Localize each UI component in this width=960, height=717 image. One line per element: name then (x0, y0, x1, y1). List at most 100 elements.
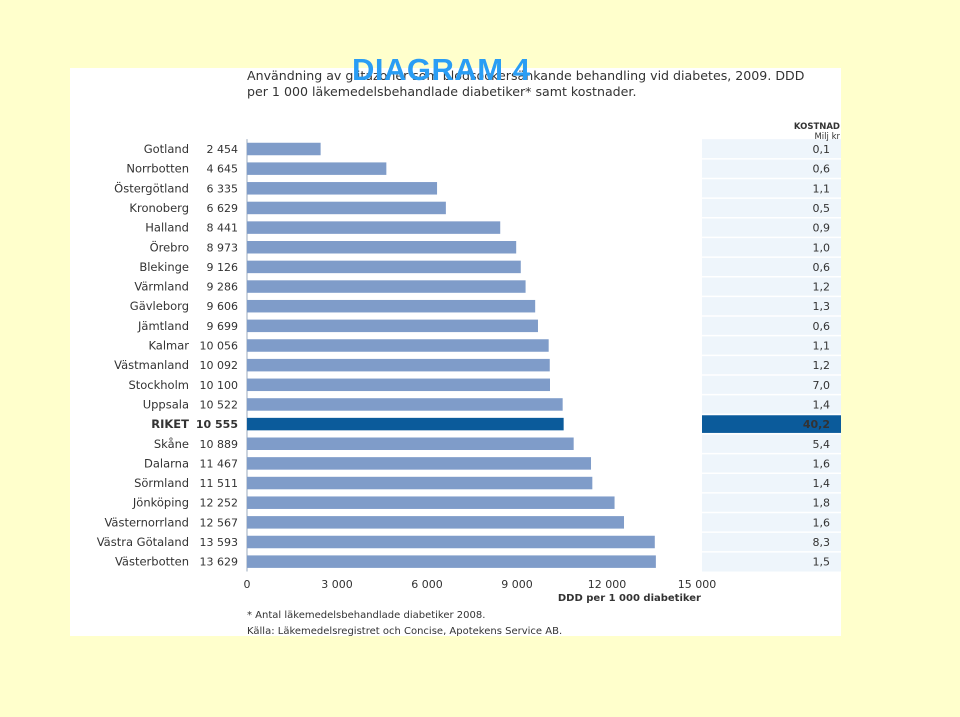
value-label: 10 889 (200, 438, 239, 451)
category-label: Kalmar (148, 339, 189, 353)
bar (247, 241, 517, 254)
bar (247, 535, 655, 549)
value-label: 12 252 (200, 497, 239, 510)
cost-label: 1,8 (813, 497, 831, 510)
category-label: Gotland (144, 142, 189, 156)
category-label: Dalarna (144, 456, 189, 470)
value-label: 6 629 (207, 202, 239, 215)
category-label: Värmland (134, 280, 189, 294)
category-label: Halland (145, 221, 189, 235)
cost-label: 1,1 (813, 182, 831, 195)
value-label: 13 629 (200, 556, 239, 569)
value-label: 10 092 (200, 359, 239, 372)
cost-label: 0,9 (813, 222, 831, 235)
category-label: Västernorrland (104, 515, 189, 529)
bar (247, 378, 550, 392)
cost-label: 40,2 (803, 418, 830, 431)
category-label: Örebro (150, 238, 189, 254)
cost-header-unit: Milj kr (814, 132, 840, 142)
cost-label: 1,4 (813, 398, 831, 411)
category-label: Jönköping (132, 496, 189, 510)
cost-label: 1,0 (813, 241, 831, 254)
diagram-title: DIAGRAM 4 (352, 52, 531, 87)
cost-label: 1,2 (813, 281, 831, 294)
value-label: 10 100 (200, 379, 239, 392)
category-label: RIKET (151, 417, 189, 431)
cost-label: 0,6 (813, 163, 831, 176)
category-label: Östergötland (114, 179, 189, 195)
cost-label: 1,6 (813, 457, 831, 470)
x-tick-label: 3 000 (321, 578, 353, 591)
bar (247, 398, 563, 411)
bar (247, 437, 574, 450)
x-tick-label: 9 000 (501, 578, 533, 591)
value-label: 11 467 (200, 457, 239, 470)
cost-label: 8,3 (813, 536, 831, 549)
category-label: Kronoberg (129, 201, 189, 215)
value-label: 4 645 (207, 163, 239, 176)
value-label: 13 593 (200, 536, 239, 549)
bar (247, 496, 615, 509)
cost-label: 1,3 (813, 300, 831, 313)
cost-label: 0,6 (813, 320, 831, 333)
bar (247, 319, 538, 333)
bar (247, 457, 592, 470)
category-label: Gävleborg (130, 299, 189, 313)
bar (247, 299, 536, 313)
value-label: 6 335 (207, 182, 239, 195)
x-tick-label: 0 (244, 578, 251, 591)
cost-label: 0,5 (813, 202, 831, 215)
cost-label: 1,2 (813, 359, 831, 372)
chart-source: Källa: Läkemedelsregistret och Concise, … (247, 626, 563, 637)
bar (247, 182, 438, 195)
value-label: 9 126 (207, 261, 239, 274)
cost-label: 1,4 (813, 477, 831, 490)
cost-label: 7,0 (813, 379, 831, 392)
chart-title: Användning av glitazoner som blodsockers… (247, 68, 805, 99)
x-tick-label: 6 000 (411, 578, 443, 591)
value-label: 9 699 (207, 320, 239, 333)
category-label: Västra Götaland (97, 535, 189, 549)
bar (247, 162, 387, 175)
cost-highlight-cell (702, 415, 841, 433)
category-label: Jämtland (137, 319, 189, 333)
value-label: 8 973 (207, 241, 239, 254)
cost-label: 5,4 (813, 438, 831, 451)
value-label: 9 606 (207, 300, 239, 313)
bar (247, 555, 656, 568)
bar (247, 417, 564, 431)
value-label: 12 567 (200, 516, 239, 529)
value-label: 10 056 (200, 340, 239, 353)
category-label: Sörmland (134, 476, 189, 490)
category-label: Blekinge (139, 260, 189, 274)
x-tick-label: 15 000 (678, 578, 717, 591)
cost-label: 0,1 (813, 143, 831, 156)
cost-label: 1,1 (813, 340, 831, 353)
bar (247, 339, 549, 352)
category-label: Västmanland (114, 358, 189, 372)
bar (247, 516, 625, 529)
cost-label: 1,5 (813, 556, 831, 569)
category-label: Skåne (154, 437, 189, 451)
chart-footnote: * Antal läkemedelsbehandlade diabetiker … (247, 610, 486, 621)
value-label: 2 454 (207, 143, 239, 156)
category-label: Stockholm (128, 378, 189, 392)
value-label: 10 522 (200, 398, 239, 411)
bar (247, 201, 446, 215)
cost-label: 1,6 (813, 516, 831, 529)
value-label: 9 286 (207, 281, 239, 294)
x-axis-label: DDD per 1 000 diabetiker (558, 593, 701, 604)
value-label: 11 511 (200, 477, 239, 490)
bar (247, 358, 550, 372)
category-label: Uppsala (143, 397, 189, 411)
bar (247, 476, 593, 490)
bar (247, 142, 321, 156)
cost-header-label: KOSTNAD (794, 122, 840, 132)
bar (247, 260, 521, 274)
category-label: Västerbotten (115, 555, 189, 569)
cost-label: 0,6 (813, 261, 831, 274)
category-label: Norrbotten (126, 162, 189, 176)
bar (247, 221, 501, 234)
value-label: 10 555 (196, 418, 238, 431)
